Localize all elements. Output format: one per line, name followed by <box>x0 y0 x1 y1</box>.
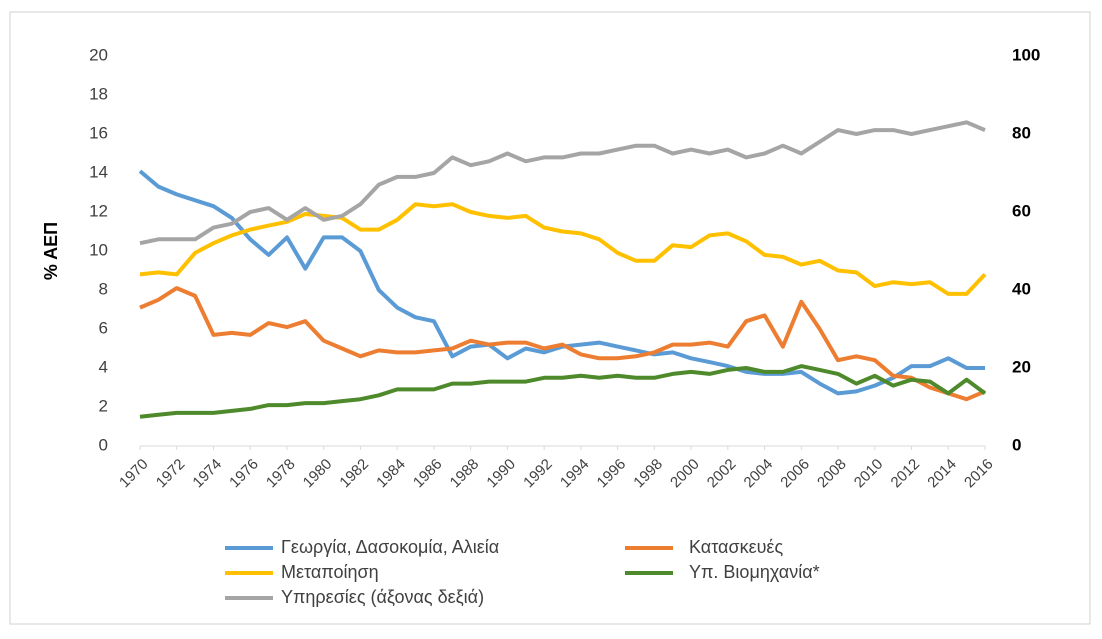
y-axis-title: % ΑΕΠ <box>41 222 61 280</box>
y2-tick-label: 0 <box>1012 435 1021 454</box>
y-tick-label: 6 <box>99 318 108 337</box>
legend-label: Γεωργία, Δασοκομία, Αλιεία <box>281 537 499 557</box>
y-tick-label: 12 <box>89 201 108 220</box>
y-tick-label: 16 <box>89 123 108 142</box>
y2-tick-label: 60 <box>1012 201 1031 220</box>
y2-tick-label: 40 <box>1012 279 1031 298</box>
y-tick-label: 0 <box>99 435 108 454</box>
y-tick-label: 8 <box>99 279 108 298</box>
legend-label: Υπηρεσίες (άξονας δεξιά) <box>281 587 484 607</box>
y-tick-label: 2 <box>99 396 108 415</box>
y2-tick-label: 100 <box>1012 45 1040 64</box>
legend-label: Μεταποίηση <box>281 562 379 582</box>
series-line <box>139 364 987 419</box>
series-line <box>139 286 986 402</box>
y2-tick-label: 20 <box>1012 357 1031 376</box>
y-tick-label: 10 <box>89 240 108 259</box>
legend-label: Κατασκευές <box>689 537 783 557</box>
y-tick-label: 4 <box>99 357 108 376</box>
series-line <box>139 202 987 296</box>
series-line <box>139 120 986 246</box>
y-tick-label: 14 <box>89 162 108 181</box>
y-tick-label: 20 <box>89 45 108 64</box>
chart-frame <box>9 11 1091 625</box>
legend-label: Υπ. Βιομηχανία* <box>689 562 820 582</box>
y2-tick-label: 80 <box>1012 123 1031 142</box>
y-tick-label: 18 <box>89 84 108 103</box>
